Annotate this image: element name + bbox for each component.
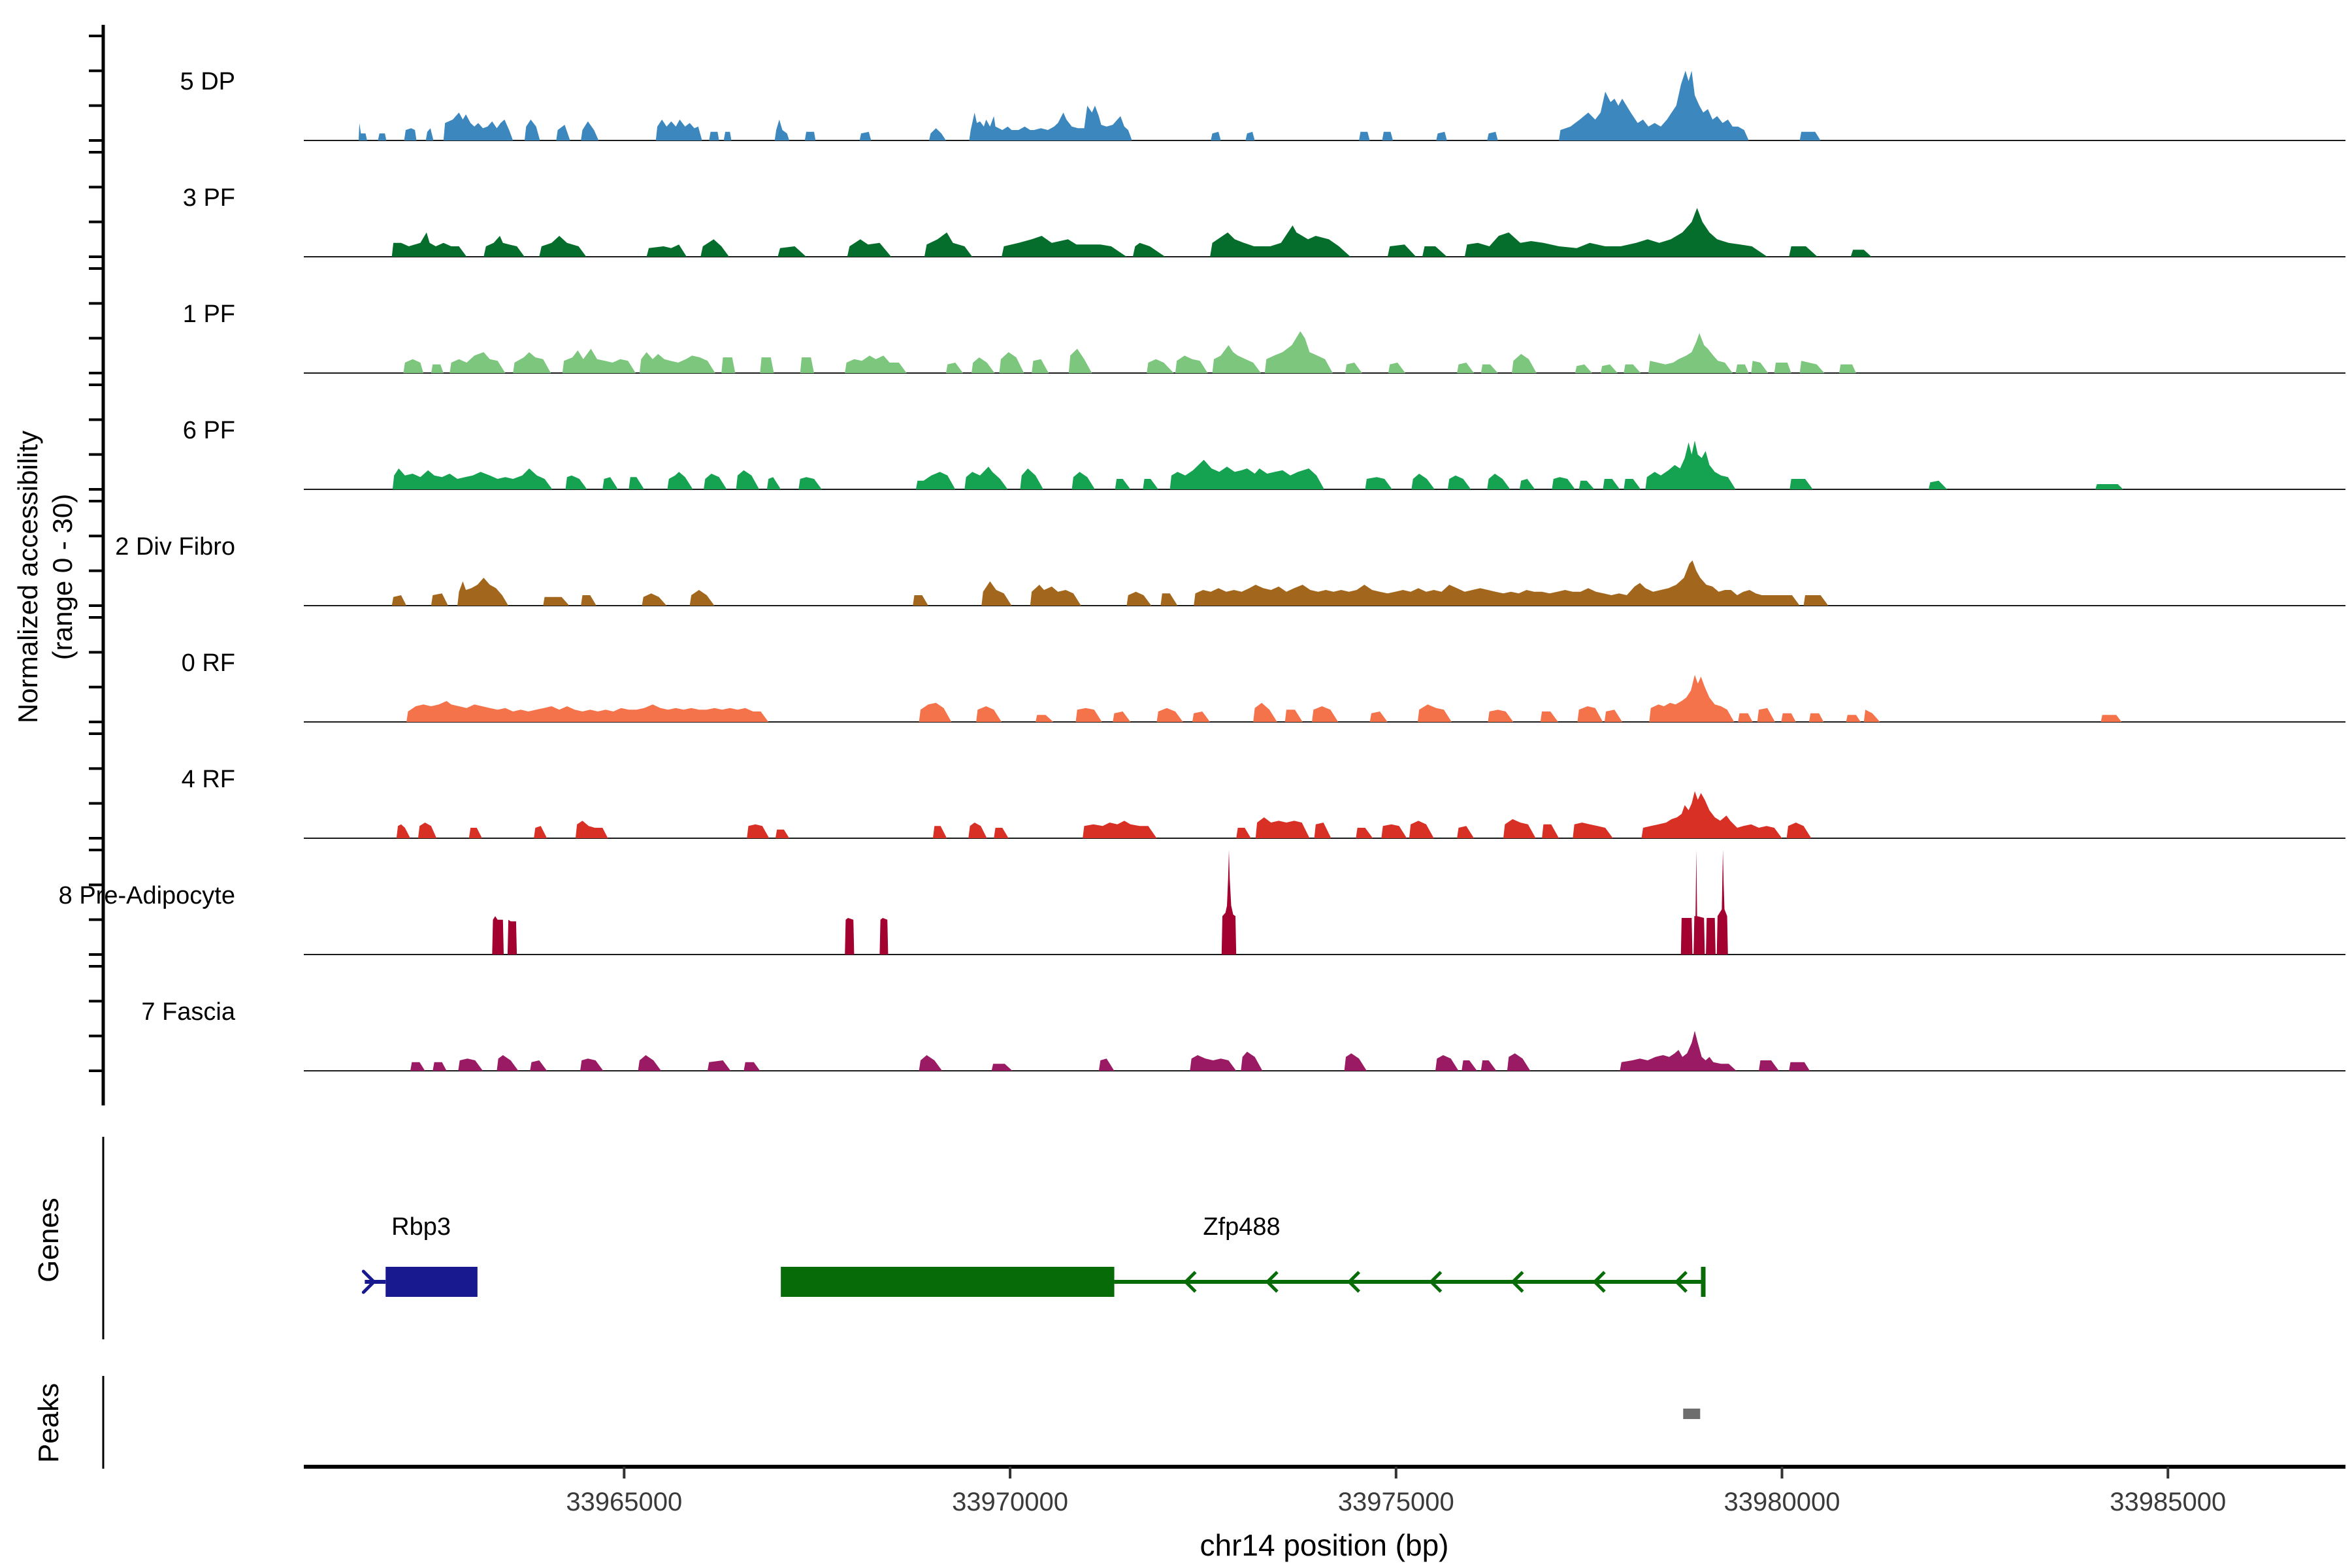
coverage-area-0-rf — [406, 675, 2122, 722]
track-label: 4 RF — [182, 766, 235, 793]
coverage-area-3-pf — [391, 208, 1872, 257]
gene-exon-box-rbp3 — [385, 1267, 478, 1297]
track-label: 3 PF — [183, 184, 235, 212]
track-label: 5 DP — [180, 68, 235, 95]
gene-exon-box-zfp488 — [781, 1267, 1115, 1297]
gene-strand-chevron-left-icon — [1511, 1271, 1524, 1293]
track-label: 0 RF — [182, 649, 235, 677]
x-axis-tick-label: 33985000 — [2110, 1488, 2226, 1516]
track-label: 7 Fascia — [141, 998, 235, 1026]
y-axis-label: Normalized accessibility (range 0 - 30) — [11, 250, 83, 904]
peaks-section-label: Peaks — [33, 1382, 65, 1463]
y-axis-label-line1: Normalized accessibility — [12, 430, 43, 724]
gene-strand-chevron-right-icon — [361, 1269, 376, 1294]
coverage-area-8-pre-adipocyte — [492, 850, 1728, 955]
gene-strand-chevron-left-icon — [1347, 1271, 1361, 1293]
coverage-area-5-dp — [358, 71, 1821, 140]
track-label: 8 Pre-Adipocyte — [59, 882, 235, 909]
gene-label-zfp488: Zfp488 — [1203, 1213, 1280, 1241]
track-label: 6 PF — [183, 417, 235, 444]
gene-strand-chevron-left-icon — [1674, 1271, 1688, 1293]
gene-strand-chevron-left-icon — [1183, 1271, 1197, 1293]
gene-strand-chevron-left-icon — [1265, 1271, 1279, 1293]
x-axis-title: chr14 position (bp) — [1200, 1528, 1449, 1562]
track-label: 2 Div Fibro — [115, 533, 235, 561]
peak-box — [1683, 1409, 1701, 1419]
coverage-area-7-fascia — [410, 1030, 1810, 1071]
x-axis-tick-label: 33965000 — [566, 1488, 682, 1516]
x-axis-tick-label: 33980000 — [1724, 1488, 1840, 1516]
track-label: 1 PF — [183, 301, 235, 328]
coverage-area-2-div-fibro — [391, 560, 1829, 606]
x-axis-tick-label: 33970000 — [952, 1488, 1068, 1516]
gene-strand-chevron-left-icon — [1592, 1271, 1606, 1293]
gene-strand-chevron-left-icon — [1428, 1271, 1443, 1293]
coverage-area-1-pf — [403, 331, 1856, 373]
gene-label-rbp3: Rbp3 — [391, 1213, 451, 1241]
y-axis-label-line2: (range 0 - 30) — [46, 493, 78, 661]
x-axis-tick-label: 33975000 — [1338, 1488, 1454, 1516]
coverage-area-4-rf — [396, 791, 1812, 838]
coverage-area-6-pf — [392, 440, 2123, 489]
